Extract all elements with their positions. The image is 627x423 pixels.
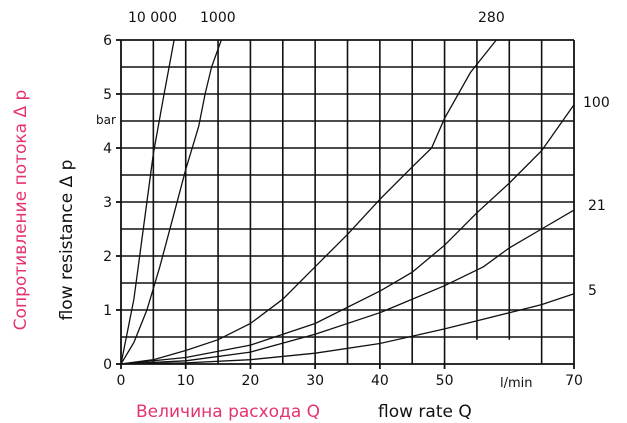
x-axis-title-ru: Величина расхода Q bbox=[136, 402, 320, 422]
y-axis-title-en: flow resistance Δ p bbox=[57, 160, 77, 321]
y-tick-label: 3 bbox=[103, 195, 112, 211]
x-axis-unit: l/min bbox=[500, 376, 533, 391]
x-tick-label: 50 bbox=[436, 373, 454, 389]
x-tick-label: 70 bbox=[565, 373, 583, 389]
y-tick-label: 1 bbox=[103, 303, 112, 319]
series-line-5 bbox=[120, 293, 575, 365]
x-tick-label: 30 bbox=[306, 373, 324, 389]
y-axis-title-ru: Сопротивление потока Δ p bbox=[11, 90, 31, 331]
series-label-5: 5 bbox=[588, 283, 597, 299]
series-line-1000 bbox=[120, 39, 222, 365]
y-tick-label: 4 bbox=[103, 141, 112, 157]
y-tick-label: 2 bbox=[103, 249, 112, 265]
series-line-100 bbox=[120, 104, 575, 365]
series-label-1000: 1000 bbox=[200, 10, 236, 26]
series-line-10000 bbox=[120, 39, 175, 365]
x-axis-title-en: flow rate Q bbox=[378, 402, 472, 422]
series-label-21: 21 bbox=[588, 198, 606, 214]
series-line-21 bbox=[120, 209, 575, 365]
y-tick-label: 6 bbox=[103, 33, 112, 49]
x-tick-label: 40 bbox=[371, 373, 389, 389]
x-tick-label: 20 bbox=[242, 373, 260, 389]
y-tick-label: 5 bbox=[103, 87, 112, 103]
labels: 0 1 2 3 4 5 6 0 10 20 30 40 50 70 10 000 1000 280 100 21 5 bbox=[103, 10, 610, 389]
axes bbox=[116, 39, 575, 369]
x-tick-label: 0 bbox=[117, 373, 126, 389]
grid bbox=[121, 40, 574, 364]
series-label-10000: 10 000 bbox=[128, 10, 177, 26]
y-tick-label: 0 bbox=[103, 357, 112, 373]
curves bbox=[120, 39, 575, 365]
x-tick-label: 10 bbox=[177, 373, 195, 389]
series-label-280: 280 bbox=[478, 10, 505, 26]
y-axis-unit: bar bbox=[96, 113, 116, 127]
series-label-100: 100 bbox=[583, 95, 610, 111]
series-line-280 bbox=[120, 39, 497, 365]
